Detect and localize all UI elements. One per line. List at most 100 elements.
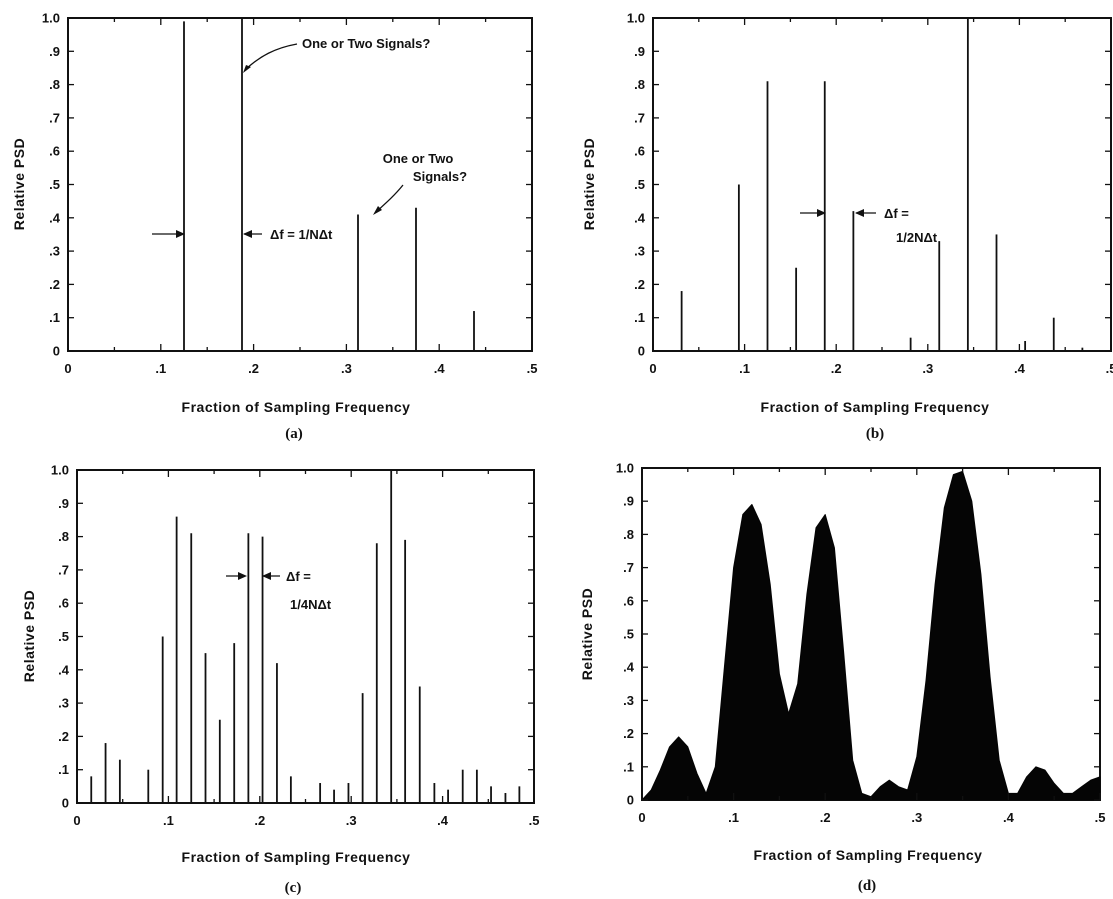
panel-b: 0 .1 .2 .3 .4 .5 .6 .7 .8 .9 1.0 0 .1 .2 .3 .4 .5 Relat… <box>581 11 1113 443</box>
x-tick-label: .1 <box>163 813 174 828</box>
y-tick-label: .1 <box>49 310 60 325</box>
y-tick-label: .1 <box>623 759 634 774</box>
y-tick-label: .6 <box>58 596 69 611</box>
y-tick-label: .7 <box>49 110 60 125</box>
arrowhead <box>243 230 252 238</box>
plot-frame <box>77 470 534 803</box>
y-tick-label: 1.0 <box>627 11 645 26</box>
y-tick-label: 0 <box>62 796 69 811</box>
y-tick-label: .3 <box>634 244 645 259</box>
y-tick-label: .1 <box>634 310 645 325</box>
y-tick-label: 0 <box>638 344 645 359</box>
x-axis-label: Fraction of Sampling Frequency <box>761 399 990 415</box>
y-tick-label: .1 <box>58 762 69 777</box>
y-tick-label: .3 <box>58 696 69 711</box>
plot-frame <box>653 18 1111 351</box>
y-tick-label: .9 <box>49 44 60 59</box>
x-tick-label: .2 <box>248 361 259 376</box>
y-tick-label: 0 <box>53 344 60 359</box>
x-tick-label: .3 <box>911 810 922 825</box>
x-tick-label: .4 <box>1003 810 1015 825</box>
y-tick-label: .8 <box>623 527 634 542</box>
annotation-arrow <box>376 185 403 212</box>
x-tick-label: .1 <box>155 361 166 376</box>
plot-frame <box>642 468 1100 800</box>
x-tick-label: 0 <box>73 813 80 828</box>
y-tick-label: .4 <box>623 660 635 675</box>
annotation-text: Δf = 1/NΔt <box>270 227 333 242</box>
x-tick-label: .5 <box>529 813 540 828</box>
y-axis-label: Relative PSD <box>11 138 27 230</box>
x-tick-label: .4 <box>434 361 446 376</box>
y-tick-label: .4 <box>49 210 61 225</box>
x-tick-label: 0 <box>649 361 656 376</box>
arrowhead <box>238 572 247 580</box>
y-tick-label: .7 <box>58 562 69 577</box>
y-tick-label: .5 <box>49 177 60 192</box>
annotation-arrow <box>245 44 297 70</box>
x-axis-label: Fraction of Sampling Frequency <box>182 849 411 865</box>
plot-frame <box>68 18 532 351</box>
y-tick-label: 1.0 <box>51 463 69 478</box>
y-tick-label: .5 <box>58 629 69 644</box>
y-tick-label: .8 <box>58 529 69 544</box>
y-tick-label: .4 <box>634 210 646 225</box>
y-tick-label: .7 <box>634 110 645 125</box>
panel-caption: (b) <box>866 426 884 442</box>
y-tick-label: 1.0 <box>42 11 60 26</box>
annotation-text: Δf = <box>884 206 909 221</box>
annotation-text: One or Two <box>383 151 454 166</box>
annotation-text: One or Two Signals? <box>302 36 430 51</box>
y-tick-label: .6 <box>634 144 645 159</box>
x-axis-label: Fraction of Sampling Frequency <box>754 847 983 863</box>
x-tick-label: .4 <box>1014 361 1026 376</box>
panel-d: 0 .1 .2 .3 .4 .5 .6 .7 .8 .9 1.0 0 .1 .2 .3 .4 .5 Relat… <box>579 461 1105 895</box>
y-tick-label: .3 <box>49 244 60 259</box>
y-tick-label: .4 <box>58 662 70 677</box>
annotation-text: 1/2NΔt <box>896 230 938 245</box>
x-tick-label: 0 <box>638 810 645 825</box>
x-tick-label: .1 <box>739 361 750 376</box>
panel-a: 0 .1 .2 .3 .4 .5 .6 .7 .8 .9 1.0 0 .1 .2 .3 .4 .5 Relat… <box>11 11 537 443</box>
x-tick-label: .3 <box>922 361 933 376</box>
panel-caption: (c) <box>285 880 302 896</box>
y-tick-label: .8 <box>634 77 645 92</box>
panel-caption: (a) <box>285 426 303 442</box>
y-tick-label: .8 <box>49 77 60 92</box>
x-tick-label: .3 <box>346 813 357 828</box>
panel-c: 0.1.2.3.4.5.6.7.8.91.0 0.1.2.3.4.5 Relat… <box>21 463 539 897</box>
y-tick-label: .9 <box>58 496 69 511</box>
annotation-text: Δf = <box>286 569 311 584</box>
x-tick-label: .2 <box>820 810 831 825</box>
x-tick-label: .1 <box>728 810 739 825</box>
x-axis-label: Fraction of Sampling Frequency <box>182 399 411 415</box>
y-tick-label: 1.0 <box>616 461 634 476</box>
y-tick-label: 0 <box>627 793 634 808</box>
y-tick-label: .6 <box>623 593 634 608</box>
y-tick-label: .9 <box>623 494 634 509</box>
x-tick-label: 0 <box>64 361 71 376</box>
x-tick-label: .2 <box>831 361 842 376</box>
y-axis-label: Relative PSD <box>21 590 37 682</box>
y-tick-label: .7 <box>623 560 634 575</box>
y-tick-label: .5 <box>623 627 634 642</box>
y-tick-label: .2 <box>623 726 634 741</box>
y-tick-label: .9 <box>634 44 645 59</box>
x-tick-label: .2 <box>254 813 265 828</box>
annotation-text: 1/4NΔt <box>290 597 332 612</box>
y-axis-label: Relative PSD <box>579 588 595 680</box>
y-tick-label: .5 <box>634 177 645 192</box>
x-tick-label: .5 <box>1095 810 1106 825</box>
y-tick-label: .2 <box>49 277 60 292</box>
arrowhead <box>855 209 864 217</box>
x-tick-label: .5 <box>1106 361 1113 376</box>
x-tick-label: .5 <box>527 361 538 376</box>
y-tick-label: .6 <box>49 144 60 159</box>
x-tick-label: .3 <box>341 361 352 376</box>
y-tick-label: .3 <box>623 693 634 708</box>
psd-area-series <box>642 471 1100 800</box>
panel-caption: (d) <box>858 878 876 894</box>
y-axis-label: Relative PSD <box>581 138 597 230</box>
y-tick-label: .2 <box>634 277 645 292</box>
